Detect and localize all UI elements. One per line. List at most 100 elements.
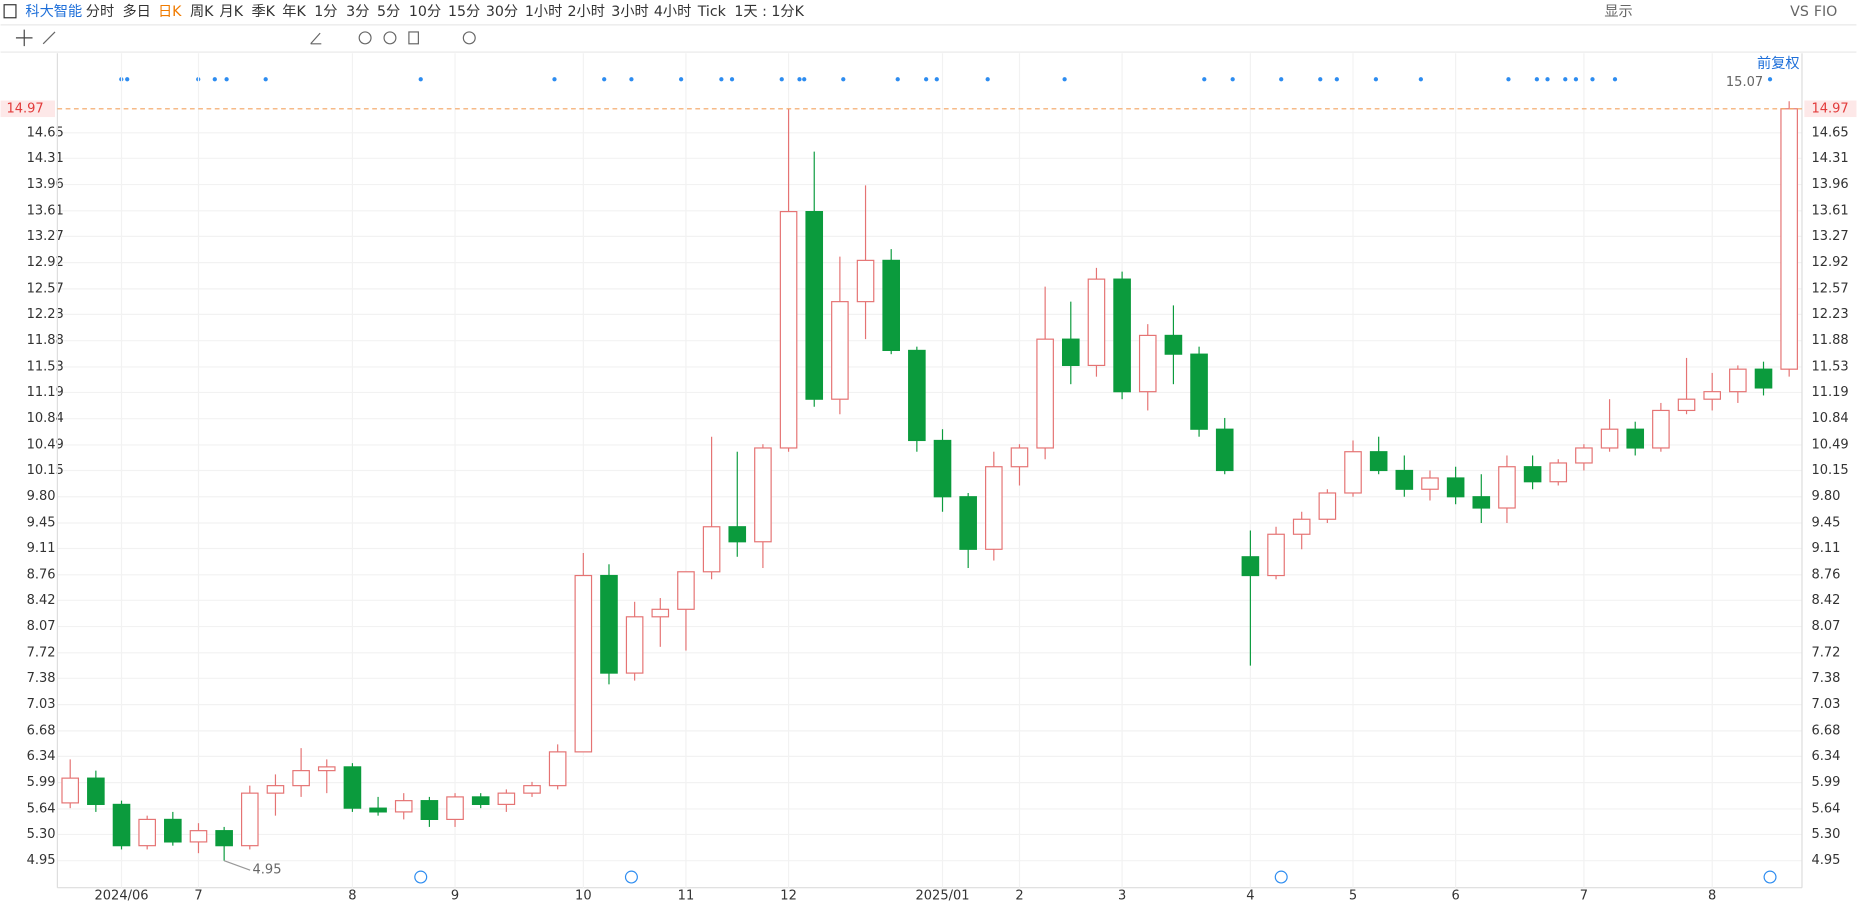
price-tag-bg	[1804, 100, 1857, 118]
period-tab[interactable]: 30分	[486, 4, 518, 20]
delete-tool[interactable]	[408, 31, 419, 45]
candle-body	[1780, 108, 1798, 370]
period-tab[interactable]: 年K	[282, 4, 306, 20]
candle-body	[1626, 428, 1645, 449]
y-tick-label: 13.61	[27, 203, 64, 218]
period-tab[interactable]: 季K	[251, 4, 275, 20]
candle-body	[1215, 428, 1234, 472]
high-label: 15.07	[1726, 75, 1763, 90]
candle-body	[1061, 338, 1080, 367]
candle-body	[317, 766, 336, 772]
candle-body	[1498, 466, 1516, 509]
y-tick-label: 9.45	[27, 516, 56, 531]
y-tick-label: 11.19	[27, 385, 64, 400]
settings-tool[interactable]	[462, 31, 476, 45]
period-tab[interactable]: 1天 : 1分K	[734, 4, 804, 20]
y-tick-label: 13.96	[27, 177, 64, 192]
candle-body	[908, 349, 926, 442]
candle-body	[215, 830, 233, 847]
plot: 科大智能 分时 多日 日K 周K 月K 季K 年K 1分 3分 5分 10分 15分 30分 1小时 2小时 3…	[0, 3, 1857, 903]
sidebar-icon[interactable]	[3, 4, 17, 19]
period-tab[interactable]: 1小时	[525, 4, 562, 20]
eraser-tool[interactable]	[358, 31, 372, 45]
candle-body	[1318, 492, 1337, 520]
x-tick-label: 9	[451, 888, 459, 903]
move-tool[interactable]	[15, 29, 33, 47]
period-tab[interactable]: 日K	[158, 4, 182, 20]
y-tick-label-right: 11.53	[1811, 359, 1848, 374]
y-tick-label-right: 10.15	[1811, 463, 1848, 478]
candle-body	[446, 796, 464, 821]
y-tick-label: 10.15	[27, 463, 64, 478]
period-tab[interactable]: Tick	[697, 4, 727, 20]
period-tab[interactable]: 月K	[220, 4, 244, 20]
adjust-toggle[interactable]: 前复权	[1757, 55, 1800, 72]
toolbar-right[interactable]: FIO	[1814, 4, 1838, 20]
y-tick-label: 7.72	[27, 645, 56, 660]
candle-body	[1600, 428, 1619, 449]
stock-name[interactable]: 科大智能	[25, 4, 82, 20]
candle-body	[1087, 278, 1106, 367]
candle-body	[1677, 398, 1696, 412]
candle-body	[471, 796, 490, 805]
earnings-markers	[414, 870, 1777, 884]
event-dots	[119, 77, 1773, 82]
x-tick-label: 3	[1118, 888, 1126, 903]
line-tool[interactable]	[42, 31, 56, 45]
candle-body	[1164, 334, 1183, 355]
hide-tool[interactable]	[383, 31, 397, 45]
y-tick-label-right: 10.49	[1811, 437, 1848, 452]
candle-body	[1703, 391, 1721, 400]
toolbar-right[interactable]: 显示	[1604, 4, 1632, 20]
period-tab[interactable]: 15分	[448, 4, 480, 20]
candle-body	[1446, 477, 1465, 498]
period-tab[interactable]: 4小时	[654, 4, 691, 20]
low-pointer	[223, 860, 251, 871]
period-tab[interactable]: 3小时	[611, 4, 648, 20]
toolbar-right[interactable]: VS	[1790, 4, 1809, 20]
candle-body	[138, 818, 156, 847]
candle-body	[87, 777, 105, 805]
candle-body	[651, 608, 670, 618]
y-tick-label-right: 5.64	[1811, 801, 1840, 816]
candle-body	[1421, 477, 1439, 490]
candle-body	[1729, 368, 1747, 393]
period-tab[interactable]: 10分	[409, 4, 441, 20]
period-tab[interactable]: 2小时	[568, 4, 605, 20]
x-tick-label: 5	[1349, 888, 1357, 903]
x-tick-label: 2	[1015, 888, 1023, 903]
period-tab[interactable]: 1分	[314, 4, 337, 20]
y-tick-label-right: 13.96	[1811, 177, 1848, 192]
period-tab[interactable]: 5分	[377, 4, 400, 20]
period-tab[interactable]: 周K	[190, 4, 214, 20]
candle-body	[779, 211, 798, 449]
y-tick-label: 14.65	[27, 125, 64, 140]
y-tick-label-right: 6.34	[1811, 749, 1840, 764]
period-tab[interactable]: 分时	[86, 4, 114, 20]
x-tick-label: 2025/01	[916, 888, 970, 903]
price-tag-bg	[0, 100, 56, 118]
candle-body	[1241, 556, 1260, 577]
angle-tool[interactable]	[310, 32, 322, 45]
period-tab[interactable]: 3分	[346, 4, 369, 20]
x-tick-label: 8	[348, 888, 356, 903]
y-tick-label-right: 13.27	[1811, 229, 1848, 244]
x-tick-label: 7	[194, 888, 202, 903]
candle-body	[882, 259, 901, 352]
y-tick-label-right: 8.42	[1811, 593, 1840, 608]
period-tab[interactable]: 多日	[122, 3, 150, 20]
candle-body	[189, 830, 208, 843]
y-tick-label-right: 7.72	[1811, 645, 1840, 660]
x-tick-label: 7	[1580, 888, 1588, 903]
candle-body	[625, 616, 644, 674]
candle-body	[1267, 533, 1285, 577]
candle-body	[420, 800, 439, 821]
y-tick-label: 11.53	[27, 359, 64, 374]
y-tick-label-right: 6.68	[1811, 723, 1840, 738]
y-tick-label-right: 4.95	[1811, 853, 1840, 868]
y-tick-label: 5.64	[27, 801, 56, 816]
candle-body	[523, 785, 541, 794]
